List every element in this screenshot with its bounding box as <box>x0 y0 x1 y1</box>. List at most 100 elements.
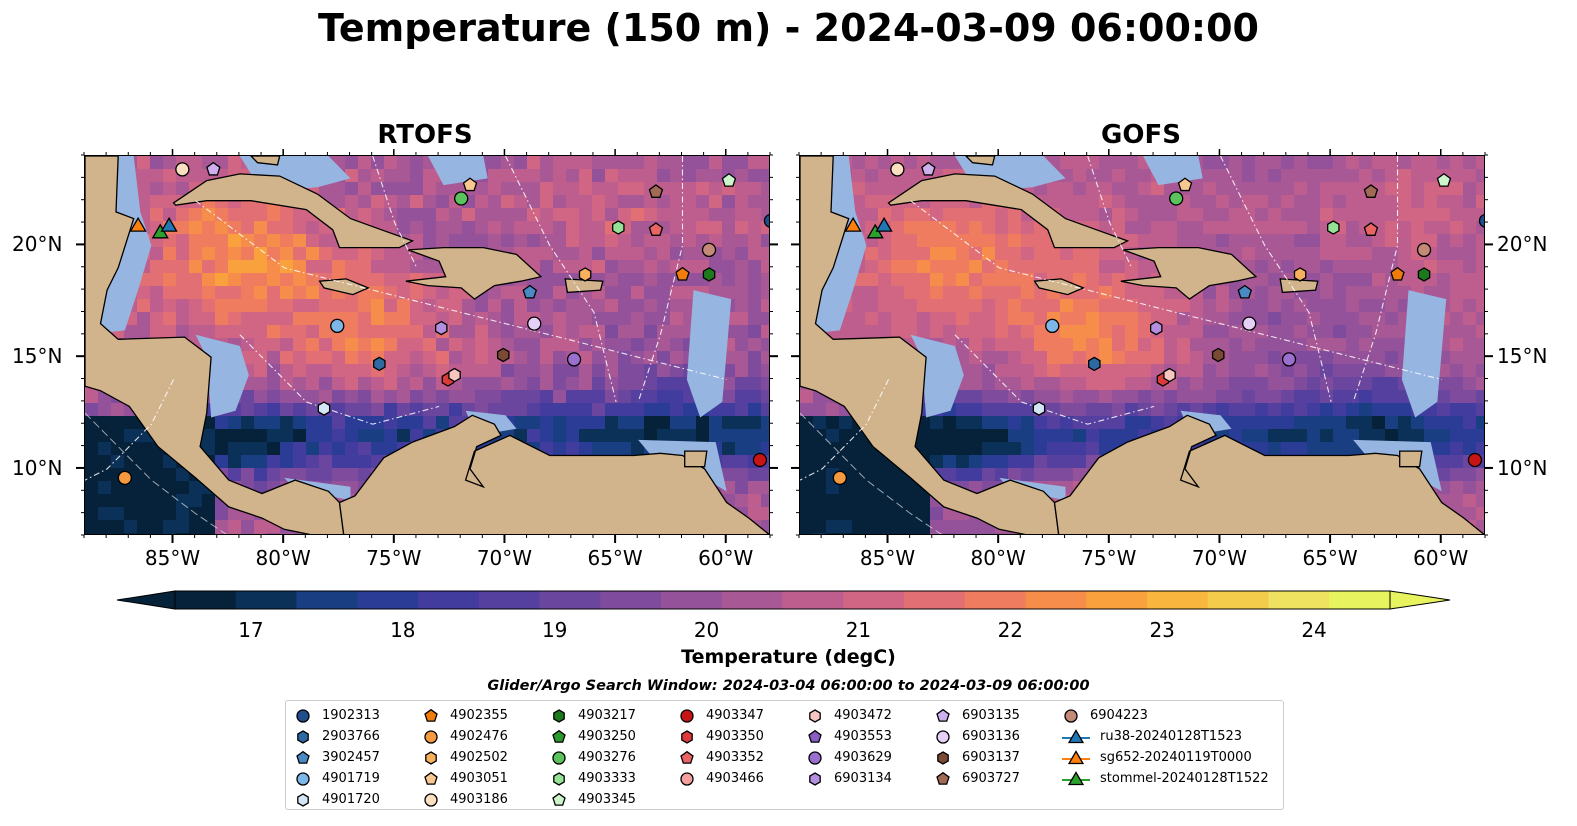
colorbar-segment <box>1329 591 1391 609</box>
eez-boundary <box>195 200 727 381</box>
colorbar-tick-label: 18 <box>390 618 416 642</box>
float-marker-6904223 <box>1416 242 1432 258</box>
colorbar-segment <box>357 591 419 609</box>
legend-marker-pentagon <box>552 729 566 743</box>
legend-marker-circle <box>552 750 566 765</box>
float-marker-1902313 <box>1478 213 1484 228</box>
lon-tick-label: 60°W <box>698 546 754 570</box>
colorbar-segment <box>296 591 358 609</box>
search-window-text: Glider/Argo Search Window: 2024-03-04 06… <box>487 678 1090 694</box>
legend-label: 4903352 <box>706 750 764 765</box>
legend-item-6903137: 6903137 <box>934 747 1020 768</box>
glider-marker-ru38-20240128T1523 <box>875 216 893 232</box>
legend-label: stommel-20240128T1522 <box>1100 771 1269 786</box>
float-marker-6903134 <box>1149 320 1163 336</box>
float-marker-3902457 <box>1237 284 1253 299</box>
land-mass <box>1399 450 1423 468</box>
lat-tick-label-right: 15°N <box>1497 344 1548 369</box>
lat-tick-label-right: 10°N <box>1497 455 1548 480</box>
legend-marker-pentagon <box>936 771 950 785</box>
legend-marker-circle <box>680 708 694 723</box>
float-marker-4902355 <box>675 266 690 281</box>
legend-marker-triangle <box>1062 749 1090 764</box>
lon-tick-label: 70°W <box>476 546 533 570</box>
legend-label: 4903553 <box>834 729 892 744</box>
float-marker-4902502 <box>1293 267 1307 282</box>
colorbar-tick-label: 22 <box>997 618 1024 642</box>
float-marker-4903345 <box>721 172 737 187</box>
colorbar-tick-label: 24 <box>1301 618 1327 642</box>
colorbar-segment <box>721 591 784 609</box>
eez-boundary <box>800 379 889 481</box>
legend-marker-hexagon <box>553 771 565 786</box>
eez-boundary <box>1220 156 1332 403</box>
land-mass <box>1120 246 1258 300</box>
legend-column: 1902313 2903766 3902457 4901719 4901720 <box>294 705 380 810</box>
colorbar-segment <box>661 591 723 609</box>
shelf-region <box>1401 290 1447 418</box>
land-mass <box>85 156 345 534</box>
legend-column: 4902355 4902476 4902502 4903051 4903186 <box>422 705 508 810</box>
legend-label: 6904223 <box>1090 708 1148 723</box>
glider-marker-sg652-20240119T0000 <box>844 216 862 232</box>
float-marker-4903472 <box>448 367 461 383</box>
colorbar-extend-min <box>116 590 176 610</box>
land-mass <box>250 156 281 166</box>
legend-item-6903135: 6903135 <box>934 705 1020 726</box>
legend-label: 2903766 <box>322 729 380 744</box>
legend-item-4903472: 4903472 <box>806 705 892 726</box>
legend-marker-hexagon <box>681 729 693 744</box>
legend-marker-hexagon <box>809 771 821 786</box>
float-marker-6903727 <box>1363 184 1379 198</box>
legend-label: 4903051 <box>450 771 508 786</box>
lat-tick-label-left: 10°N <box>12 455 63 480</box>
colorbar-segment <box>1025 591 1087 609</box>
float-marker-4901720 <box>317 401 331 416</box>
legend-label: 4903472 <box>834 708 892 723</box>
eez-boundary <box>637 156 684 403</box>
legend-item-4903333: 4903333 <box>550 768 636 789</box>
float-marker-6903136 <box>527 316 542 331</box>
legend-item-4903352: 4903352 <box>678 747 764 768</box>
lon-tick-label: 80°W <box>255 546 311 570</box>
legend-item-sg652-20240119T0000: sg652-20240119T0000 <box>1062 747 1269 768</box>
legend-label: 6903136 <box>962 729 1020 744</box>
legend-marker-pentagon <box>808 729 822 743</box>
legend-label: 4903629 <box>834 750 892 765</box>
float-marker-6903137 <box>1211 347 1225 363</box>
legend-item-1902313: 1902313 <box>294 705 380 726</box>
legend-marker-hexagon <box>297 729 309 744</box>
legend-label: 6903135 <box>962 708 1020 723</box>
legend-label: sg652-20240119T0000 <box>1100 750 1252 765</box>
colorbar-extend-max <box>1389 590 1451 610</box>
float-marker-4903347 <box>1467 452 1483 468</box>
legend: 1902313 2903766 3902457 4901719 4901720 49023… <box>285 700 1284 810</box>
float-marker-4902502 <box>578 267 592 282</box>
legend-marker-circle <box>424 792 438 807</box>
float-marker-6904223 <box>701 242 717 258</box>
legend-label: 3902457 <box>322 750 380 765</box>
shelf-region <box>1143 156 1203 186</box>
colorbar-segment <box>782 591 844 609</box>
legend-column: 4903472 4903553 4903629 6903134 <box>806 705 892 789</box>
colorbar-segment <box>843 591 905 609</box>
float-marker-4903352 <box>648 222 664 236</box>
float-marker-4903186 <box>890 162 905 177</box>
float-marker-2903766 <box>1088 356 1101 372</box>
legend-label: 6903137 <box>962 750 1020 765</box>
legend-marker-pentagon <box>424 771 438 785</box>
lat-tick-label-left: 15°N <box>12 344 63 369</box>
legend-label: 4902502 <box>450 750 508 765</box>
colorbar-segment <box>539 591 601 609</box>
legend-label: 4903217 <box>578 708 636 723</box>
float-marker-4903347 <box>752 452 768 468</box>
legend-column: 6904223 ru38-20240128T1523 sg652-20240119T… <box>1062 705 1269 789</box>
lon-tick-label: 80°W <box>970 546 1026 570</box>
legend-item-4901719: 4901719 <box>294 768 380 789</box>
float-marker-4903333 <box>612 220 625 235</box>
legend-item-4901720: 4901720 <box>294 789 380 810</box>
legend-marker-pentagon <box>296 750 310 764</box>
legend-marker-circle <box>936 729 950 744</box>
legend-label: 4902476 <box>450 729 508 744</box>
lon-tick-label: 85°W <box>144 546 201 570</box>
